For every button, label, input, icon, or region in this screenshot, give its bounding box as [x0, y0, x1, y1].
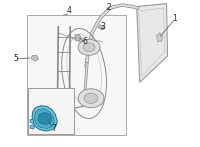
- Text: 1: 1: [172, 14, 177, 23]
- Polygon shape: [34, 109, 54, 128]
- Text: 4: 4: [67, 6, 72, 15]
- Text: 2: 2: [107, 4, 111, 12]
- Polygon shape: [157, 33, 163, 41]
- Bar: [28, 88, 74, 134]
- Circle shape: [84, 93, 98, 103]
- Polygon shape: [31, 55, 38, 61]
- Text: 6: 6: [83, 37, 88, 46]
- Circle shape: [78, 89, 104, 108]
- Polygon shape: [30, 125, 34, 129]
- Text: 3: 3: [101, 22, 105, 31]
- Text: 7: 7: [51, 124, 56, 133]
- Circle shape: [78, 39, 100, 55]
- Circle shape: [83, 43, 95, 52]
- Polygon shape: [38, 112, 52, 125]
- Polygon shape: [30, 119, 34, 123]
- Polygon shape: [75, 34, 81, 41]
- Polygon shape: [32, 106, 57, 131]
- Polygon shape: [137, 4, 168, 82]
- Polygon shape: [98, 25, 105, 30]
- Text: 5: 5: [13, 54, 18, 64]
- Bar: [27, 15, 126, 135]
